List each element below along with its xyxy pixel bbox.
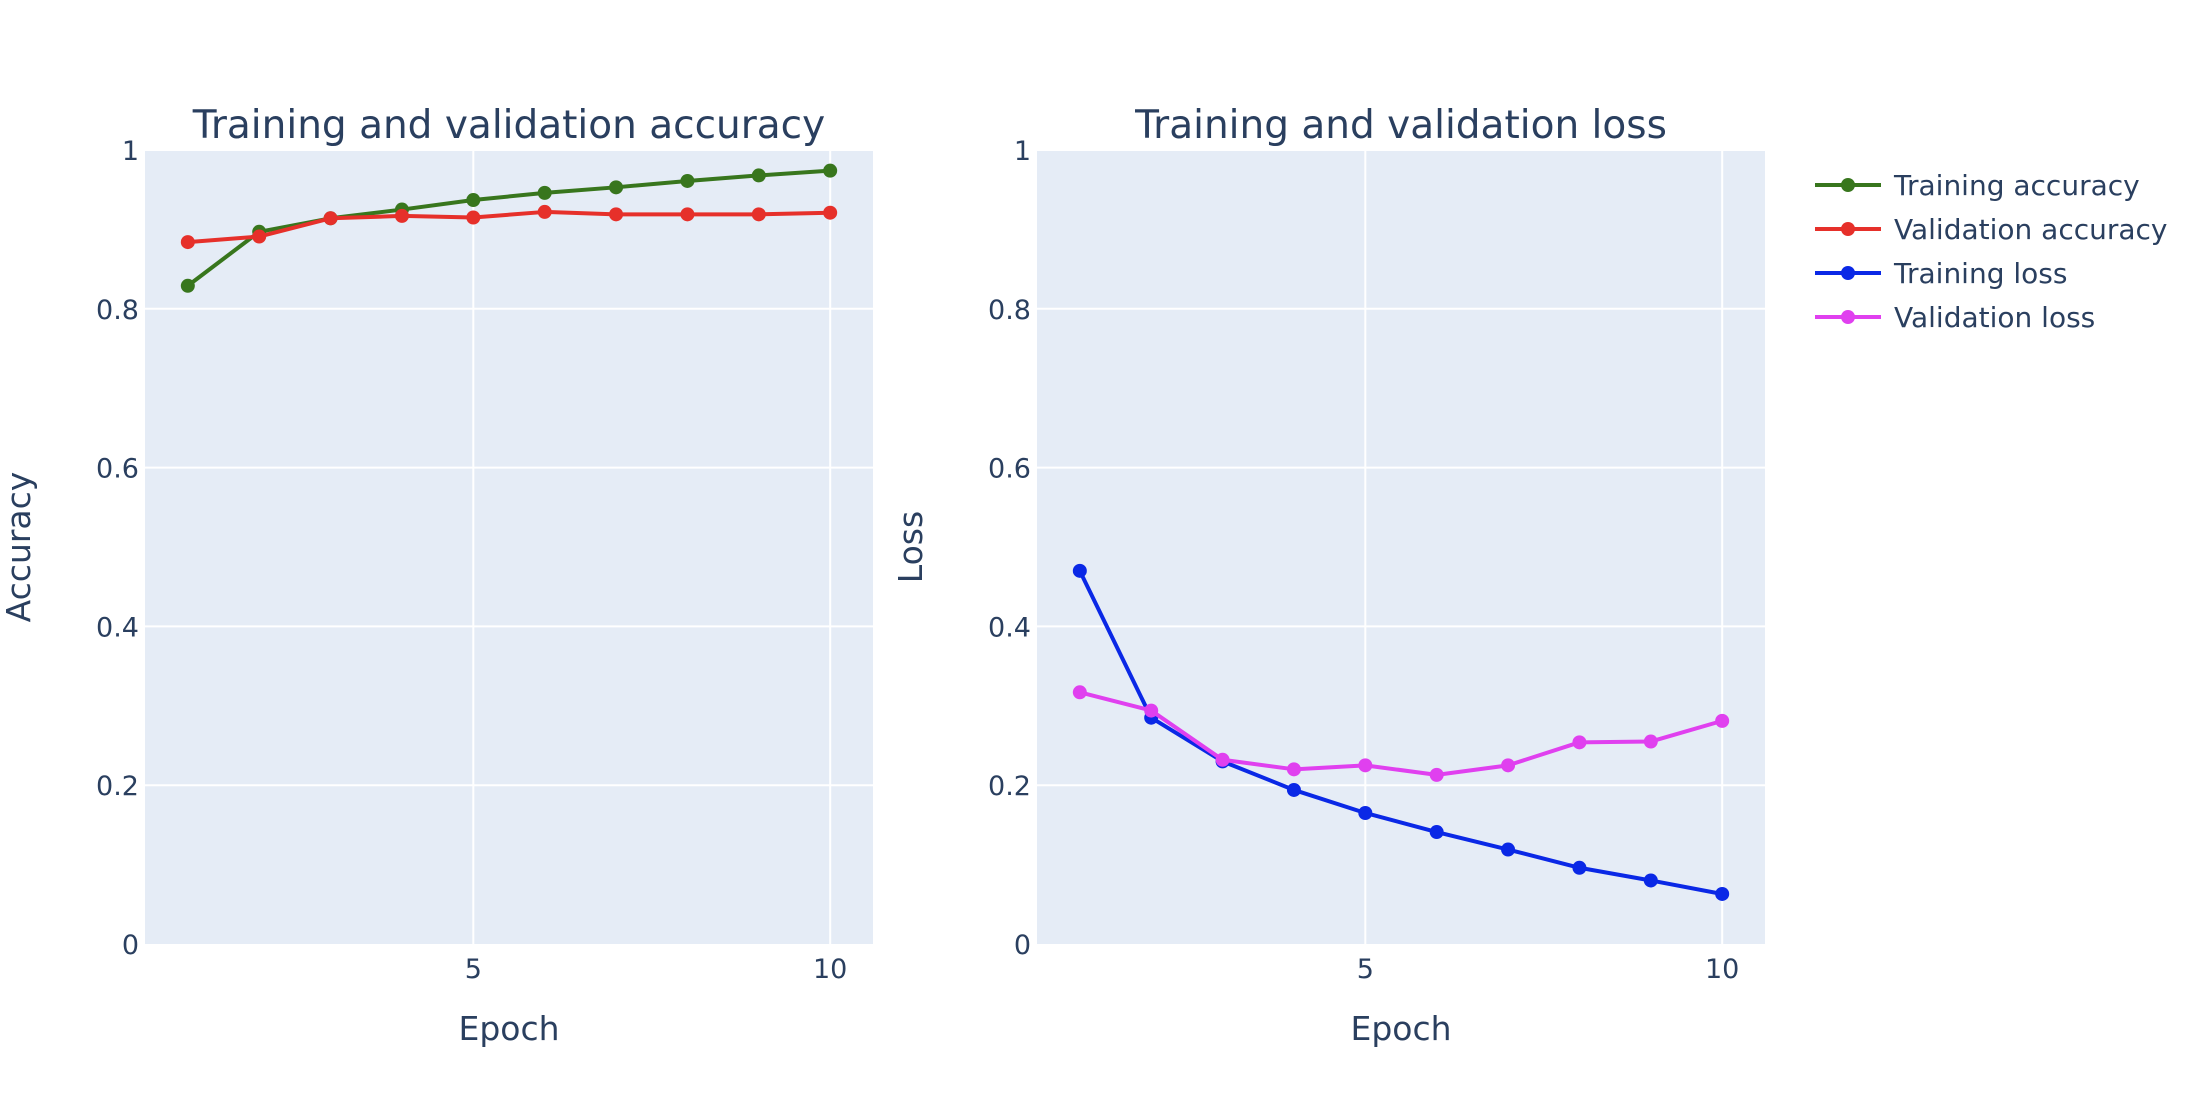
loss-y-tick-label: 0.2 — [988, 771, 1031, 802]
validation-accuracy-line — [185, 209, 833, 245]
validation-accuracy-legend-marker — [1841, 222, 1855, 236]
training-accuracy-legend-label: Training accuracy — [1893, 169, 2140, 202]
training-loss-point — [1429, 825, 1444, 840]
training-loss-point — [1643, 873, 1658, 888]
accuracy-x-tick-label: 10 — [813, 954, 847, 985]
validation-accuracy-point — [323, 211, 338, 226]
loss-subplot: 0 0.2 0.4 0.6 0.8 1 5 10 Training and validation… — [891, 103, 1765, 1048]
training-accuracy-line — [185, 168, 833, 288]
training-accuracy-point — [680, 173, 695, 188]
training-loss-point — [1286, 782, 1301, 797]
training-accuracy-point — [466, 193, 481, 208]
loss-y-tick-label: 0 — [1014, 930, 1031, 961]
accuracy-y-tick-label: 0.2 — [96, 771, 139, 802]
accuracy-y-tick-label: 0 — [122, 930, 139, 961]
loss-y-tick-label: 0.4 — [988, 612, 1031, 643]
training-accuracy-point — [180, 278, 195, 293]
validation-loss-point — [1429, 767, 1444, 782]
training-loss-point — [1358, 805, 1373, 820]
training-loss-point — [1501, 842, 1516, 857]
validation-accuracy-point — [680, 207, 695, 222]
validation-accuracy-point — [609, 207, 624, 222]
validation-accuracy-legend-label: Validation accuracy — [1894, 213, 2168, 246]
training-accuracy-point — [609, 180, 624, 195]
validation-loss-point — [1715, 713, 1730, 728]
loss-x-tick-label: 5 — [1357, 954, 1374, 985]
training-accuracy-point — [823, 163, 838, 178]
accuracy-y-tick-label: 1 — [122, 136, 139, 167]
accuracy-x-tick-label: 5 — [465, 954, 482, 985]
training-loss-point — [1072, 563, 1087, 578]
loss-chart-title: Training and validation loss — [1134, 103, 1667, 148]
training-accuracy-legend-marker — [1841, 178, 1855, 192]
validation-loss-point — [1643, 734, 1658, 749]
training-accuracy-point — [537, 185, 552, 200]
validation-loss-point — [1501, 758, 1516, 773]
loss-y-axis-title: Loss — [891, 511, 930, 583]
legend[interactable]: Training accuracy Validation accuracy Trai… — [1815, 169, 2168, 334]
loss-y-tick-label: 1 — [1014, 136, 1031, 167]
loss-x-tick-label: 10 — [1705, 954, 1739, 985]
accuracy-y-tick-label: 0.4 — [96, 612, 139, 643]
validation-accuracy-point — [537, 204, 552, 219]
validation-accuracy-point — [394, 208, 409, 223]
training-loss-line — [1077, 568, 1725, 896]
validation-accuracy-point — [252, 229, 267, 244]
validation-loss-line — [1077, 690, 1725, 777]
validation-accuracy-point — [466, 210, 481, 225]
validation-loss-point — [1072, 685, 1087, 700]
accuracy-y-tick-label: 0.6 — [96, 454, 139, 485]
validation-loss-legend-label: Validation loss — [1894, 301, 2095, 334]
loss-y-tick-label: 0.6 — [988, 454, 1031, 485]
validation-loss-point — [1358, 758, 1373, 773]
accuracy-subplot: 0 0.2 0.4 0.6 0.8 1 5 10 Training and validation… — [0, 103, 873, 1048]
training-loss-legend-marker — [1841, 266, 1855, 280]
loss-plot-area — [1037, 150, 1765, 944]
validation-accuracy-point — [180, 235, 195, 250]
accuracy-plot-area — [145, 150, 873, 944]
training-loss-legend-label: Training loss — [1893, 257, 2067, 290]
accuracy-y-tick-label: 0.8 — [96, 295, 139, 326]
training-loss-point — [1715, 886, 1730, 901]
accuracy-y-axis-title: Accuracy — [0, 472, 38, 623]
training-accuracy-point — [751, 168, 766, 183]
validation-loss-point — [1144, 703, 1159, 718]
validation-loss-point — [1215, 752, 1230, 767]
accuracy-chart-title: Training and validation accuracy — [192, 103, 825, 148]
validation-accuracy-point — [823, 205, 838, 220]
training-loss-point — [1572, 860, 1587, 875]
validation-loss-point — [1286, 762, 1301, 777]
validation-accuracy-point — [751, 207, 766, 222]
validation-loss-legend-marker — [1841, 310, 1855, 324]
validation-loss-point — [1572, 735, 1587, 750]
loss-x-axis-title: Epoch — [1350, 1009, 1451, 1048]
accuracy-x-axis-title: Epoch — [458, 1009, 559, 1048]
loss-y-tick-label: 0.8 — [988, 295, 1031, 326]
